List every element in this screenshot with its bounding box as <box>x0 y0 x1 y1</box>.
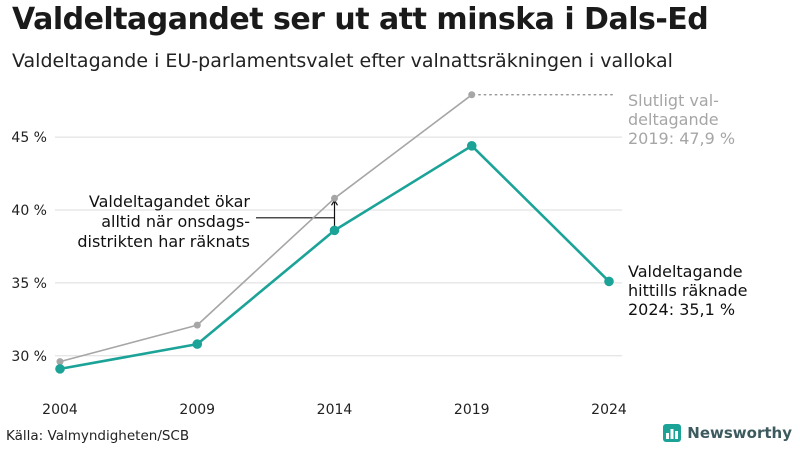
brand-name: Newsworthy <box>687 424 792 442</box>
grid-lines <box>55 136 622 357</box>
brand-logo[interactable]: Newsworthy <box>663 424 792 442</box>
final-value-label: Slutligt val- <box>628 91 719 110</box>
y-tick-label: 40 % <box>11 203 47 219</box>
final-value-label: 2019: 47,9 % <box>628 129 735 148</box>
data-point-counted <box>466 141 477 151</box>
x-tick-label: 2014 <box>317 402 353 418</box>
final-value-label: deltagande <box>628 110 719 129</box>
x-tick-label: 2004 <box>42 402 78 418</box>
gap-note-label: Valdeltagandet ökar <box>89 192 251 211</box>
data-point-counted <box>55 364 65 374</box>
y-axis-tick-labels: 30 % 35 % 40 % 45 % <box>11 130 47 365</box>
x-tick-label: 2009 <box>179 402 215 418</box>
data-point-counted <box>329 225 340 236</box>
series-points <box>55 91 614 374</box>
y-tick-label: 45 % <box>11 130 47 146</box>
y-tick-label: 35 % <box>11 276 47 292</box>
data-point-counted <box>604 276 614 287</box>
series-line-final <box>59 94 473 363</box>
bar-chart-logo-icon <box>663 424 682 442</box>
annotation-guides <box>256 94 617 228</box>
counted-value-label: Valdeltagande <box>628 262 743 281</box>
y-tick-label: 30 % <box>11 349 47 365</box>
chart-title: Valdeltagandet ser ut att minska i Dals-… <box>12 2 709 37</box>
gap-note-label: distrikten har räknats <box>77 232 250 251</box>
chart-subtitle: Valdeltagande i EU-parlamentsvalet efter… <box>12 50 673 72</box>
data-point-final <box>193 321 201 329</box>
source-note: Källa: Valmyndigheten/SCB <box>6 428 190 444</box>
gap-note-label: alltid när onsdags- <box>101 212 250 231</box>
x-tick-label: 2024 <box>591 402 627 418</box>
counted-value-label: hittills räknade <box>628 281 747 300</box>
data-point-final <box>468 91 476 99</box>
data-point-final <box>331 194 338 202</box>
counted-value-label: 2024: 35,1 % <box>628 300 735 319</box>
series-line-counted <box>58 144 611 371</box>
data-point-final <box>56 358 64 366</box>
data-point-counted <box>192 339 203 349</box>
x-tick-label: 2019 <box>454 402 490 418</box>
x-axis-tick-labels: 2004 2009 2014 2019 2024 <box>42 402 627 418</box>
